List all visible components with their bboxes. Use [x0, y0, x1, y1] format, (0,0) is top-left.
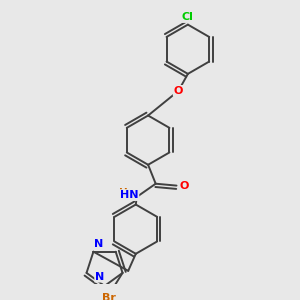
Text: O: O — [174, 86, 183, 96]
Text: O: O — [179, 181, 189, 190]
Text: N: N — [94, 239, 104, 249]
Text: H: H — [119, 188, 128, 198]
Text: Br: Br — [102, 292, 116, 300]
Text: HN: HN — [120, 190, 138, 200]
Text: Cl: Cl — [182, 12, 194, 22]
Text: N: N — [95, 272, 104, 282]
